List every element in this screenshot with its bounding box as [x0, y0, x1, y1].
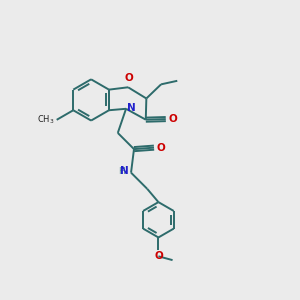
- Text: O: O: [124, 74, 133, 83]
- Text: O: O: [168, 114, 177, 124]
- Text: CH$_3$: CH$_3$: [37, 114, 54, 126]
- Text: N: N: [127, 103, 136, 113]
- Text: O: O: [154, 251, 164, 261]
- Text: H: H: [118, 167, 124, 176]
- Text: O: O: [156, 142, 165, 153]
- Text: N: N: [120, 167, 129, 176]
